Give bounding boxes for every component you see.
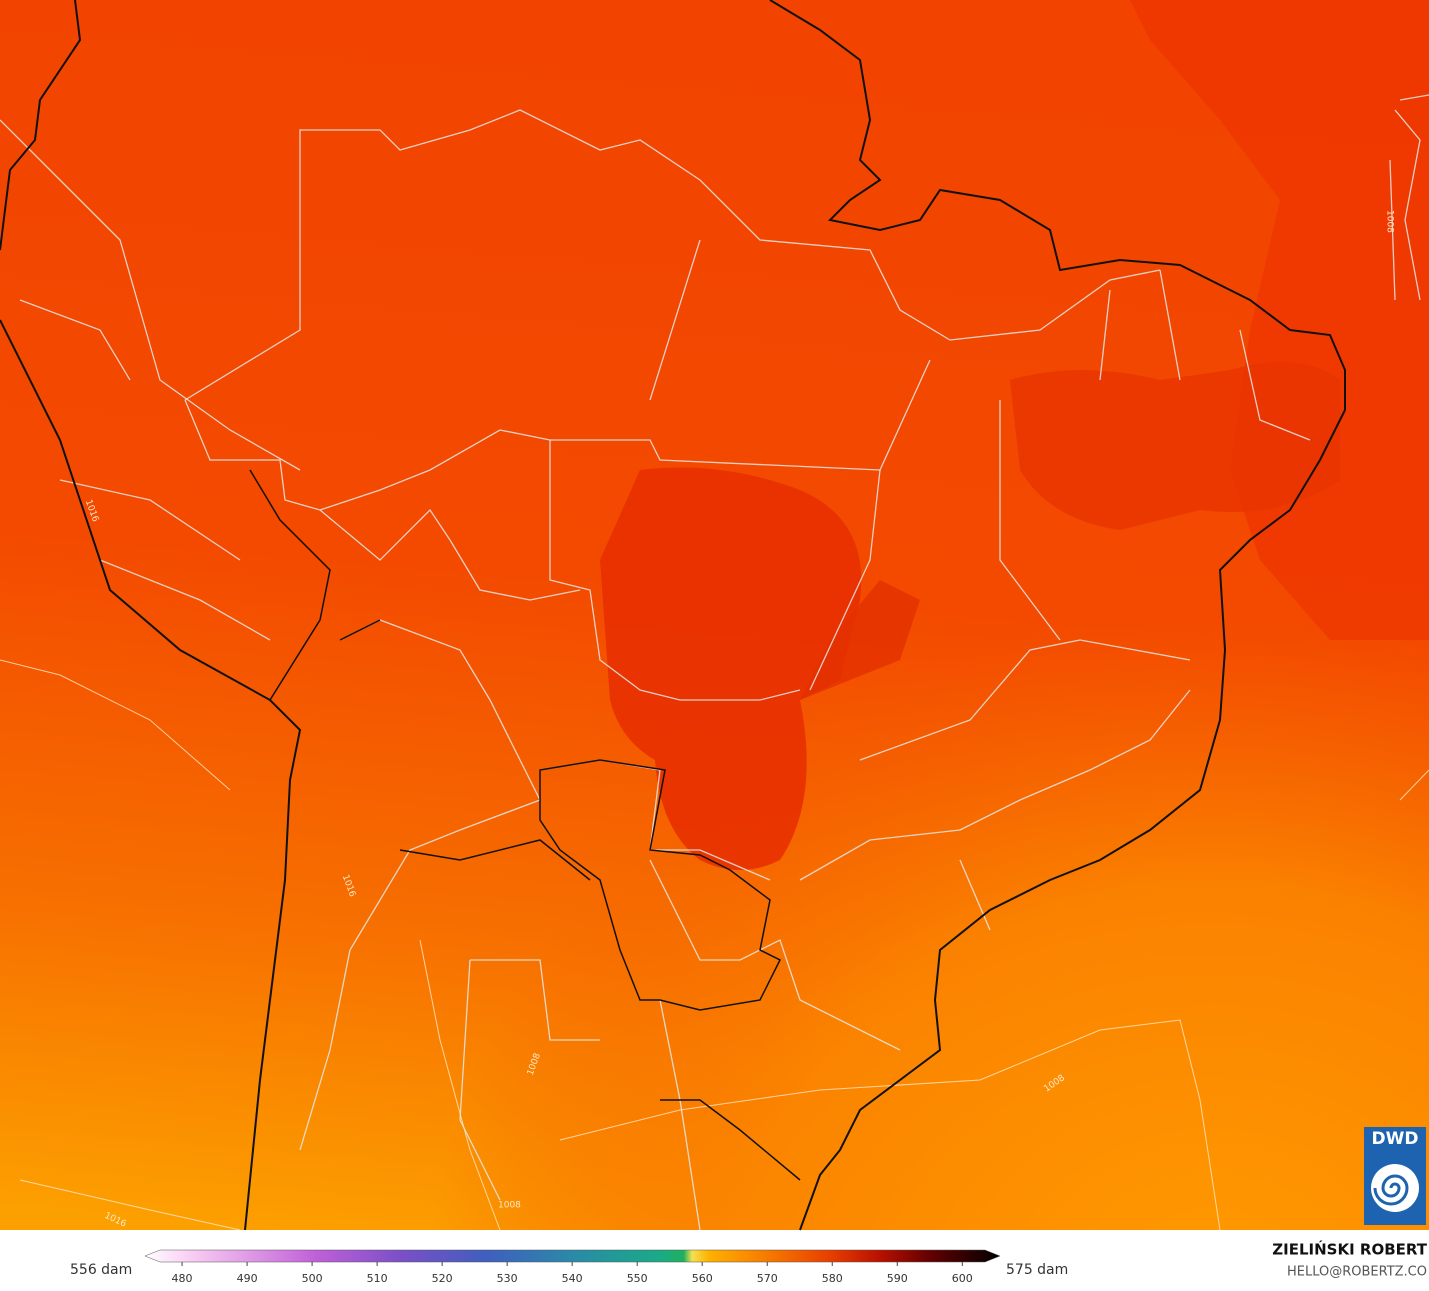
colorbar-tick-label: 520 xyxy=(432,1272,453,1285)
colorbar-tick-label: 540 xyxy=(562,1272,583,1285)
field-warm-patch xyxy=(800,580,920,700)
colorbar-tick-label: 590 xyxy=(887,1272,908,1285)
isobar-label: 1008 xyxy=(498,1201,521,1211)
colorbar-ramp xyxy=(144,1249,1001,1263)
colorbar-tick-label: 580 xyxy=(822,1272,843,1285)
colorbar-min-label: 556 dam xyxy=(70,1262,132,1278)
border xyxy=(799,639,1191,931)
colorbar-tick-label: 490 xyxy=(237,1272,258,1285)
colorbar-tick-label: 510 xyxy=(367,1272,388,1285)
border xyxy=(999,269,1311,641)
border xyxy=(1389,94,1429,301)
logo-text: DWD xyxy=(1372,1129,1419,1149)
field-warm-east xyxy=(1010,362,1340,530)
credit-author: ZIELIŃSKI ROBERT xyxy=(1272,1240,1427,1259)
border xyxy=(184,359,931,511)
coastline-west xyxy=(0,0,302,1231)
border xyxy=(0,119,301,641)
country-border xyxy=(539,759,801,1181)
country-border xyxy=(249,469,591,881)
logo-disc xyxy=(1371,1164,1419,1212)
isobar-label: 1008 xyxy=(1385,210,1395,233)
logo-swirl xyxy=(1373,1174,1409,1206)
colorbar-tick-label: 500 xyxy=(302,1272,323,1285)
map: 1008 1008 1008 1008 1016 1016 1016 DWD xyxy=(0,0,1429,1231)
coastline-east xyxy=(769,0,1346,1231)
border xyxy=(184,109,1161,401)
credit-contact: HELLO@ROBERTZ.CO xyxy=(1287,1265,1427,1280)
colorbar-tick-label: 480 xyxy=(172,1272,193,1285)
colorbar xyxy=(144,1249,1001,1263)
colorbar-tick-label: 530 xyxy=(497,1272,518,1285)
colorbar-max-label: 575 dam xyxy=(1006,1262,1068,1278)
border xyxy=(549,239,881,701)
colorbar-tick-label: 560 xyxy=(692,1272,713,1285)
border xyxy=(299,619,541,1151)
colorbar-tick-label: 550 xyxy=(627,1272,648,1285)
field-warm-ne xyxy=(1130,0,1429,640)
colorbar-tick-label: 600 xyxy=(952,1272,973,1285)
colorbar-tick-label: 570 xyxy=(757,1272,778,1285)
isobar xyxy=(0,659,1429,1231)
logo: DWD xyxy=(1364,1127,1426,1225)
